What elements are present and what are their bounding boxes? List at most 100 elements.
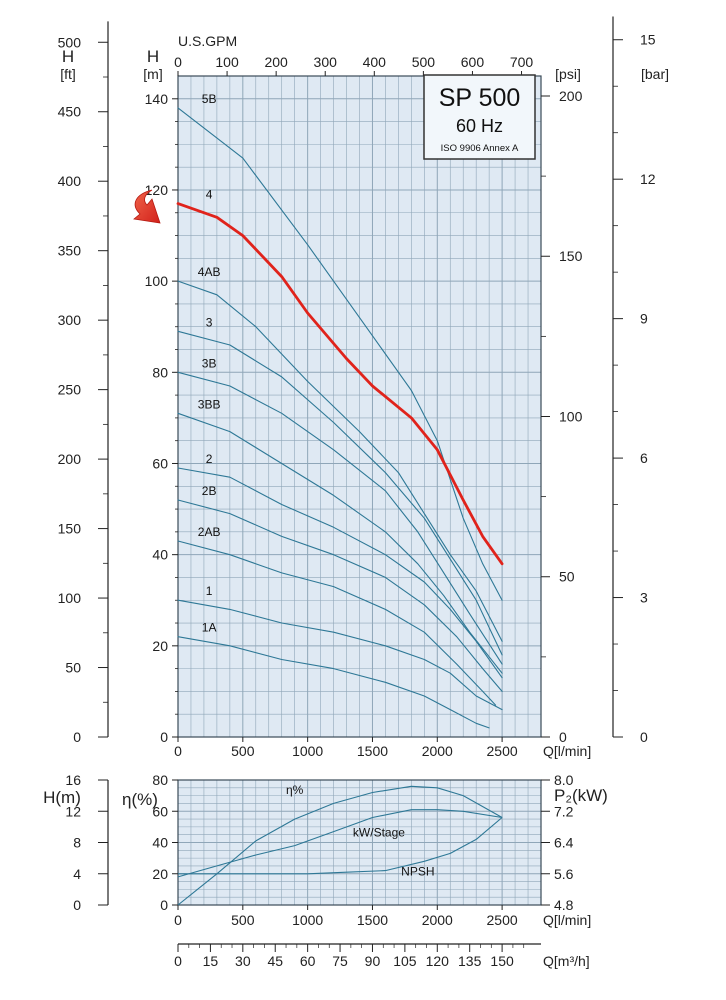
ft-tick-label: 400 [58, 173, 82, 189]
head-curve-4 [176, 202, 504, 566]
ft-tick-label: 200 [58, 451, 82, 467]
p2-tick-label: 4.8 [554, 897, 574, 913]
q-tick-label: 0 [174, 743, 182, 759]
flow-m3h-tick-label: 15 [203, 953, 219, 969]
curve-label-3: 3 [206, 315, 213, 329]
m-axis-unit: [m] [143, 66, 162, 82]
m-tick-label: 140 [145, 91, 169, 107]
bar-tick-label: 0 [640, 729, 648, 745]
bar-tick-label: 15 [640, 32, 656, 48]
eta-tick-label: 40 [152, 835, 168, 851]
gpm-tick-label: 100 [215, 54, 239, 70]
curve-label-2b: 2B [202, 484, 217, 498]
ft-tick-label: 500 [58, 34, 82, 50]
eff-q-tick-label: 0 [174, 912, 182, 928]
gpm-tick-label: 700 [510, 54, 534, 70]
q-axis-label: Q[l/min] [543, 743, 591, 759]
ft-tick-label: 250 [58, 382, 82, 398]
gpm-tick-label: 0 [174, 54, 182, 70]
bar-tick-label: 3 [640, 590, 648, 606]
flow-m3h-tick-label: 0 [174, 953, 182, 969]
curve-label-5b: 5B [202, 92, 217, 106]
eff-q-tick-label: 2500 [487, 912, 518, 928]
flow-m3h-tick-label: 75 [332, 953, 348, 969]
eff-q-tick-label: 1000 [292, 912, 323, 928]
ft-axis-unit: [ft] [60, 66, 76, 82]
eta-tick-label: 0 [160, 897, 168, 913]
curve-label-1: 1 [206, 584, 213, 598]
eta-axis-title: η(%) [122, 790, 158, 809]
psi-tick-label: 150 [559, 248, 583, 264]
gpm-tick-label: 300 [314, 54, 338, 70]
npsh-axis-title: H(m) [43, 788, 81, 807]
psi-axis-unit: [psi] [555, 66, 581, 82]
curve-label-4: 4 [206, 188, 213, 202]
curve-label-efficiency: η% [286, 783, 304, 797]
npsh-tick-label: 16 [65, 772, 81, 788]
npsh-tick-label: 0 [73, 897, 81, 913]
m-tick-label: 20 [152, 638, 168, 654]
curve-label-1a: 1A [202, 621, 217, 635]
curve-label-3bb: 3BB [198, 397, 221, 411]
psi-tick-label: 200 [559, 88, 583, 104]
eff-q-axis-label: Q[l/min] [543, 912, 591, 928]
p2-tick-label: 7.2 [554, 803, 574, 819]
p2-tick-label: 8.0 [554, 772, 574, 788]
flow-m3h-tick-label: 45 [267, 953, 283, 969]
npsh-tick-label: 12 [65, 803, 81, 819]
ft-axis-title: H [62, 47, 74, 66]
m-tick-label: 80 [152, 364, 168, 380]
gpm-tick-label: 500 [412, 54, 436, 70]
head-plot-frame [177, 75, 542, 738]
flow-m3h-tick-label: 150 [490, 953, 514, 969]
m-tick-label: 60 [152, 455, 168, 471]
npsh-tick-label: 4 [73, 866, 81, 882]
ft-tick-label: 450 [58, 104, 82, 120]
chart-standard: ISO 9906 Annex A [441, 143, 519, 154]
ft-tick-label: 150 [58, 521, 82, 537]
title-box-frame [423, 74, 536, 160]
psi-tick-label: 0 [559, 729, 567, 745]
q-tick-label: 500 [231, 743, 255, 759]
gpm-tick-label: 200 [264, 54, 288, 70]
flow-m3h-axis-label: Q[m³/h] [543, 953, 590, 969]
ft-tick-label: 100 [58, 590, 82, 606]
curve-label-2ab: 2AB [198, 525, 221, 539]
title-box: SP 500 60 Hz ISO 9906 Annex A [423, 74, 536, 160]
npsh-tick-label: 8 [73, 835, 81, 851]
flow-m3h-tick-label: 135 [458, 953, 482, 969]
head-curve-3bb [177, 412, 503, 674]
head-curve-2ab [177, 540, 497, 706]
flow-m3h-tick-label: 105 [393, 953, 417, 969]
m-tick-label: 40 [152, 547, 168, 563]
q-tick-label: 1000 [292, 743, 323, 759]
gpm-axis-label: U.S.GPM [178, 33, 237, 49]
head-curve-5b [177, 107, 503, 601]
ft-tick-label: 350 [58, 243, 82, 259]
chart-subtitle: 60 Hz [456, 116, 503, 136]
eff-q-tick-label: 1500 [357, 912, 388, 928]
ft-tick-label: 50 [65, 660, 81, 676]
curve-efficiency [177, 785, 503, 906]
p2-axis-title: P₂(kW) [554, 786, 608, 805]
q-tick-label: 2000 [422, 743, 453, 759]
m-tick-label: 100 [145, 273, 169, 289]
psi-tick-label: 100 [559, 408, 583, 424]
highlight-arrow-icon [133, 189, 161, 224]
chart-title: SP 500 [439, 84, 521, 112]
eff-q-tick-label: 2000 [422, 912, 453, 928]
flow-m3h-tick-label: 30 [235, 953, 251, 969]
gpm-tick-label: 400 [363, 54, 387, 70]
eta-tick-label: 80 [152, 772, 168, 788]
curve-label-2: 2 [206, 452, 213, 466]
eta-tick-label: 20 [152, 866, 168, 882]
curve-label-kw-stage: kW/Stage [353, 825, 405, 839]
m-tick-label: 120 [145, 182, 169, 198]
psi-tick-label: 50 [559, 569, 575, 585]
head-curve-3 [177, 330, 503, 656]
flow-m3h-tick-label: 90 [365, 953, 381, 969]
eff-q-tick-label: 500 [231, 912, 255, 928]
head-curve-3b [177, 371, 503, 665]
head-curve-1a [177, 636, 490, 729]
